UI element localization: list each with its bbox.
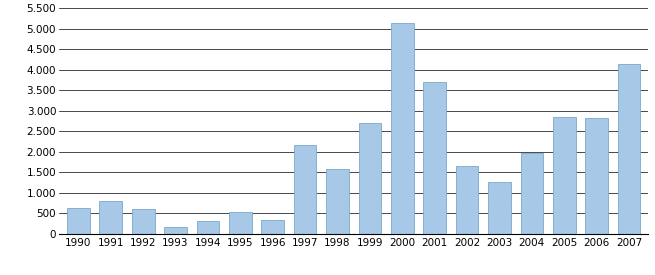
Bar [553, 117, 576, 234]
Bar [326, 169, 349, 234]
Bar [521, 153, 543, 234]
Bar [67, 208, 90, 234]
Bar [196, 221, 219, 234]
Bar [229, 212, 252, 234]
Bar [488, 182, 511, 234]
Bar [164, 227, 187, 234]
Bar [100, 200, 122, 234]
Bar [294, 145, 316, 234]
Bar [391, 23, 413, 234]
Bar [423, 82, 446, 234]
Bar [261, 220, 284, 234]
Bar [132, 209, 155, 234]
Bar [586, 118, 608, 234]
Bar [618, 64, 641, 234]
Bar [358, 123, 381, 234]
Bar [456, 166, 478, 234]
